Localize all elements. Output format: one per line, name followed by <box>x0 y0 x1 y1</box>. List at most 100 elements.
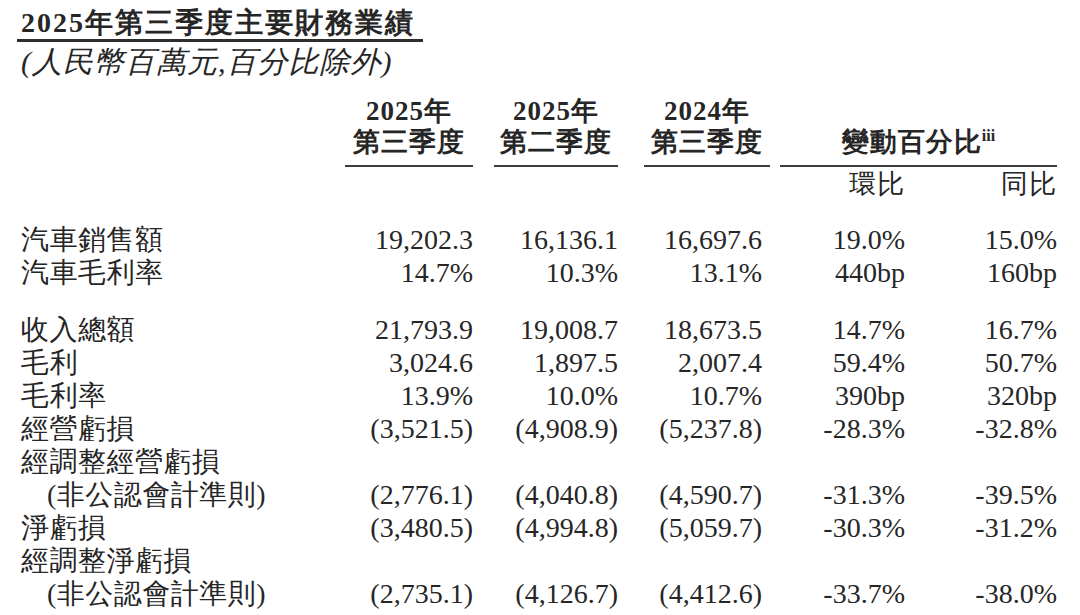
row-label: 汽車毛利率 <box>21 256 343 289</box>
table-row-operating-loss: 經營虧損 (3,521.5) (4,908.9) (5,237.8) -28.3… <box>21 412 1057 445</box>
cell-value <box>770 445 905 478</box>
cell-value: (4,590.7) <box>618 478 770 511</box>
cell-value: 50.7% <box>905 346 1057 379</box>
row-label: 汽車銷售額 <box>21 201 343 256</box>
cell-value <box>770 544 905 577</box>
cell-value: (2,735.1) <box>343 577 473 610</box>
financial-results-table: 2025年第三季度 2025年第二季度 2024年第三季度 變動百分比iii 環… <box>21 96 1057 610</box>
header-row-change-subcolumns: 環比 同比 <box>21 167 1057 201</box>
cell-value: -31.3% <box>770 478 905 511</box>
cell-value: (2,776.1) <box>343 478 473 511</box>
table-row-adjusted-operating-loss-label: 經調整經營虧損 <box>21 445 1057 478</box>
table-row-gross-profit: 毛利 3,024.6 1,897.5 2,007.4 59.4% 50.7% <box>21 346 1057 379</box>
cell-value <box>618 445 770 478</box>
block-spacer-row <box>21 289 1057 313</box>
row-label: (非公認會計準則) <box>21 577 343 610</box>
cell-value: 19,008.7 <box>473 313 618 346</box>
row-label: 淨虧損 <box>21 511 343 544</box>
subcol-header-yoy: 同比 <box>905 167 1057 201</box>
cell-value: 16.7% <box>905 313 1057 346</box>
cell-value: -30.3% <box>770 511 905 544</box>
cell-value: 16,136.1 <box>473 201 618 256</box>
row-label: 經調整淨虧損 <box>21 544 343 577</box>
col-header-year: 2025年 <box>513 96 599 126</box>
cell-value: 3,024.6 <box>343 346 473 379</box>
col-header-change-percent: 變動百分比iii <box>770 96 1057 167</box>
row-label: 毛利 <box>21 346 343 379</box>
cell-value: (3,480.5) <box>343 511 473 544</box>
table-row-adjusted-operating-loss-values: (非公認會計準則) (2,776.1) (4,040.8) (4,590.7) … <box>21 478 1057 511</box>
col-header-q3-2024: 2024年第三季度 <box>618 96 770 167</box>
row-label: (非公認會計準則) <box>21 478 343 511</box>
change-percent-box: 變動百分比iii <box>780 127 1057 167</box>
col-header-q2-2025-box: 2025年第二季度 <box>494 96 618 167</box>
cell-value: 19.0% <box>770 201 905 256</box>
col-header-quarter: 第三季度 <box>651 127 763 157</box>
cell-value: -33.7% <box>770 577 905 610</box>
cell-value: (4,908.9) <box>473 412 618 445</box>
cell-value: 14.7% <box>770 313 905 346</box>
page-title: 2025年第三季度主要財務業績 <box>21 8 1080 42</box>
cell-value: 10.3% <box>473 256 618 289</box>
cell-value: -28.3% <box>770 412 905 445</box>
cell-value: 59.4% <box>770 346 905 379</box>
cell-value <box>343 544 473 577</box>
cell-value: 160bp <box>905 256 1057 289</box>
cell-value: 14.7% <box>343 256 473 289</box>
col-header-quarter: 第二季度 <box>500 127 612 157</box>
cell-value <box>618 544 770 577</box>
footnote-marker: iii <box>982 127 995 144</box>
row-label: 經營虧損 <box>21 412 343 445</box>
cell-value: -31.2% <box>905 511 1057 544</box>
table-header: 2025年第三季度 2025年第二季度 2024年第三季度 變動百分比iii 環… <box>21 96 1057 201</box>
cell-value: 1,897.5 <box>473 346 618 379</box>
col-header-q3-2024-box: 2024年第三季度 <box>644 96 770 167</box>
cell-value: 320bp <box>905 379 1057 412</box>
cell-value: -32.8% <box>905 412 1057 445</box>
cell-value: -39.5% <box>905 478 1057 511</box>
col-header-quarter: 第三季度 <box>353 127 465 157</box>
row-label: 毛利率 <box>21 379 343 412</box>
col-header-q3-2025-box: 2025年第三季度 <box>345 96 473 167</box>
cell-value: 18,673.5 <box>618 313 770 346</box>
cell-value: 15.0% <box>905 201 1057 256</box>
cell-value <box>905 445 1057 478</box>
cell-value <box>473 544 618 577</box>
table-row-vehicle-margin: 汽車毛利率 14.7% 10.3% 13.1% 440bp 160bp <box>21 256 1057 289</box>
cell-value: 10.7% <box>618 379 770 412</box>
cell-value <box>343 445 473 478</box>
col-header-year: 2025年 <box>366 96 452 126</box>
cell-value: (3,521.5) <box>343 412 473 445</box>
table-row-vehicle-sales: 汽車銷售額 19,202.3 16,136.1 16,697.6 19.0% 1… <box>21 201 1057 256</box>
cell-value: 440bp <box>770 256 905 289</box>
cell-value: (4,412.6) <box>618 577 770 610</box>
header-row-quarters: 2025年第三季度 2025年第二季度 2024年第三季度 變動百分比iii <box>21 96 1057 167</box>
cell-value: 16,697.6 <box>618 201 770 256</box>
change-percent-label: 變動百分比 <box>842 127 982 157</box>
report-page: 2025年第三季度主要財務業績 (人民幣百萬元,百分比除外) 2025年第三季度… <box>0 0 1080 610</box>
col-header-year: 2024年 <box>664 96 750 126</box>
subcol-header-qoq: 環比 <box>770 167 905 201</box>
label-column-header <box>21 96 343 167</box>
cell-value <box>905 544 1057 577</box>
table-row-gross-margin: 毛利率 13.9% 10.0% 10.7% 390bp 320bp <box>21 379 1057 412</box>
cell-value: 390bp <box>770 379 905 412</box>
cell-value: 13.1% <box>618 256 770 289</box>
units-note: (人民幣百萬元,百分比除外) <box>21 42 1080 82</box>
table-body: 汽車銷售額 19,202.3 16,136.1 16,697.6 19.0% 1… <box>21 201 1057 610</box>
table-row-total-revenue: 收入總額 21,793.9 19,008.7 18,673.5 14.7% 16… <box>21 313 1057 346</box>
cell-value: 21,793.9 <box>343 313 473 346</box>
cell-value: 19,202.3 <box>343 201 473 256</box>
page-title-text: 2025年第三季度主要財務業績 <box>17 8 423 42</box>
cell-value: 13.9% <box>343 379 473 412</box>
cell-value <box>473 445 618 478</box>
col-header-q3-2025: 2025年第三季度 <box>343 96 473 167</box>
cell-value: (5,059.7) <box>618 511 770 544</box>
table-row-adjusted-net-loss-label: 經調整淨虧損 <box>21 544 1057 577</box>
cell-value: 10.0% <box>473 379 618 412</box>
cell-value: (4,126.7) <box>473 577 618 610</box>
col-header-q2-2025: 2025年第二季度 <box>473 96 618 167</box>
table-row-net-loss: 淨虧損 (3,480.5) (4,994.8) (5,059.7) -30.3%… <box>21 511 1057 544</box>
cell-value: 2,007.4 <box>618 346 770 379</box>
table-row-adjusted-net-loss-values: (非公認會計準則) (2,735.1) (4,126.7) (4,412.6) … <box>21 577 1057 610</box>
